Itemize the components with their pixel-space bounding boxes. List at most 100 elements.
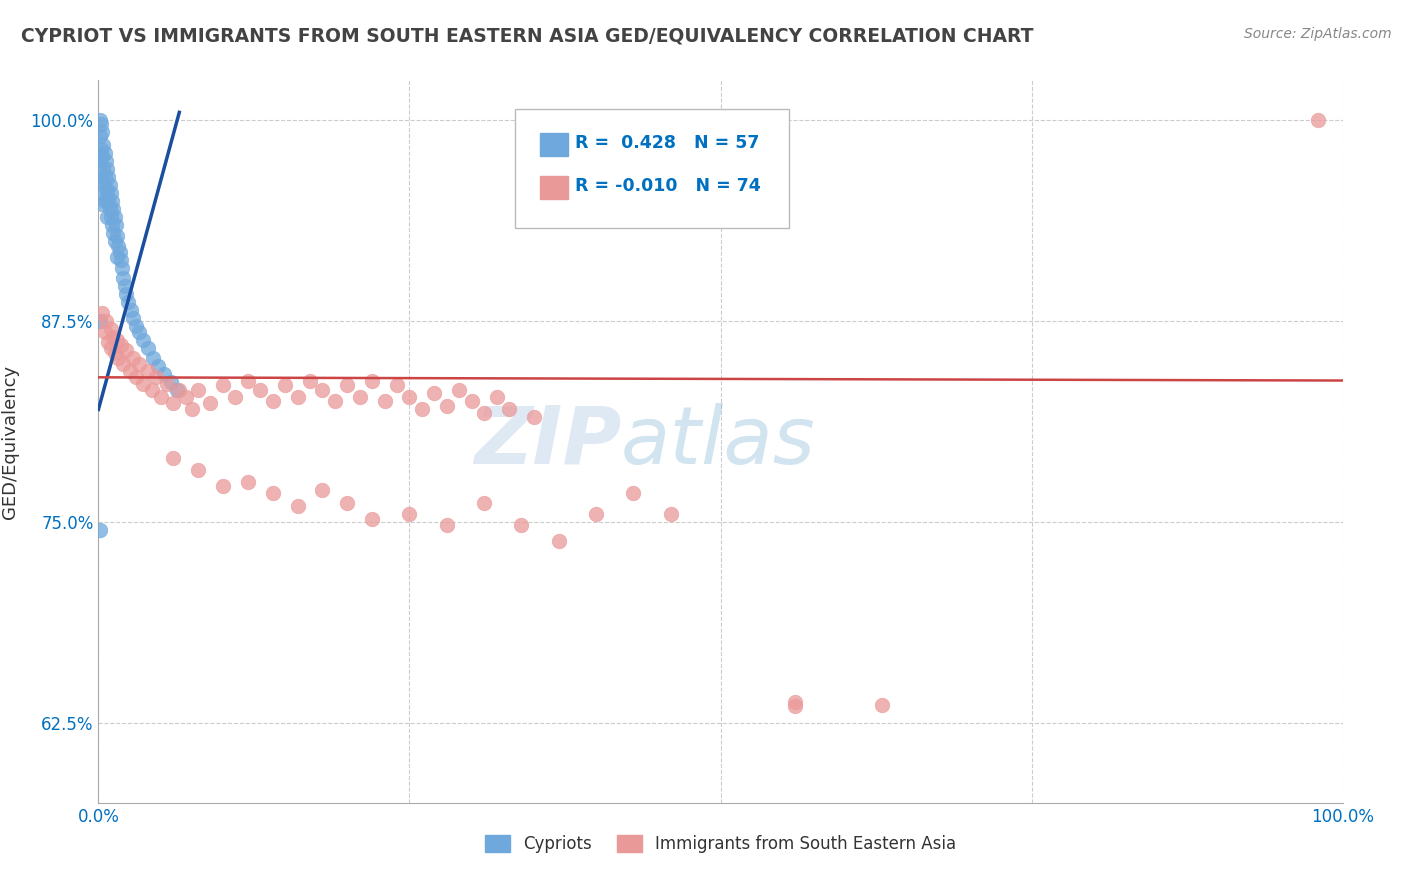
Point: [187, 383, 209, 397]
Point: [89, 113, 111, 128]
Point: [112, 270, 135, 285]
Point: [97, 169, 120, 184]
Point: [93, 326, 115, 340]
Point: [114, 343, 136, 357]
Point: [122, 310, 145, 325]
Point: [94, 314, 117, 328]
Point: [128, 326, 150, 340]
Point: [287, 499, 309, 513]
Point: [436, 399, 458, 413]
Point: [472, 495, 495, 509]
Point: [166, 383, 188, 397]
Point: [125, 318, 148, 333]
Point: [117, 294, 139, 309]
Point: [311, 383, 333, 397]
Point: [510, 518, 533, 533]
Point: [132, 376, 155, 391]
Point: [460, 394, 484, 409]
Point: [100, 342, 122, 356]
Point: [110, 253, 132, 268]
Point: [93, 194, 115, 208]
Point: [111, 261, 134, 276]
Point: [200, 396, 222, 410]
Point: [385, 378, 408, 392]
Point: [91, 149, 114, 163]
Point: [91, 306, 114, 320]
Point: [89, 314, 111, 328]
Point: [101, 218, 124, 232]
Text: ZIP: ZIP: [474, 402, 621, 481]
Point: [94, 181, 117, 195]
Point: [112, 358, 135, 372]
Point: [149, 390, 172, 404]
Point: [785, 699, 807, 714]
Point: [180, 402, 202, 417]
Point: [169, 383, 191, 397]
Point: [249, 383, 271, 397]
Text: CYPRIOT VS IMMIGRANTS FROM SOUTH EASTERN ASIA GED/EQUIVALENCY CORRELATION CHART: CYPRIOT VS IMMIGRANTS FROM SOUTH EASTERN…: [21, 27, 1033, 45]
Point: [91, 197, 114, 211]
Text: atlas: atlas: [621, 402, 815, 481]
Point: [298, 374, 321, 388]
Point: [136, 364, 159, 378]
Point: [146, 359, 169, 373]
Point: [90, 142, 112, 156]
Point: [96, 186, 118, 200]
Point: [93, 161, 115, 176]
Point: [114, 278, 136, 293]
Point: [100, 322, 122, 336]
Point: [90, 117, 112, 131]
Point: [361, 511, 384, 525]
Point: [96, 210, 118, 224]
Point: [97, 334, 120, 349]
Point: [398, 507, 420, 521]
Point: [91, 125, 114, 139]
Point: [122, 351, 145, 365]
Point: [311, 483, 333, 497]
Point: [224, 390, 246, 404]
Point: [323, 394, 346, 409]
Point: [872, 698, 894, 712]
Point: [132, 334, 155, 348]
Point: [100, 210, 122, 224]
Point: [110, 338, 132, 352]
Point: [236, 475, 259, 489]
Point: [93, 186, 115, 200]
Bar: [540, 177, 568, 200]
Point: [97, 194, 120, 208]
Point: [125, 370, 148, 384]
Point: [118, 364, 141, 378]
Point: [89, 153, 111, 168]
Point: [103, 226, 125, 240]
Point: [159, 375, 181, 389]
Point: [361, 374, 384, 388]
Point: [336, 495, 359, 509]
Point: [145, 370, 167, 384]
Point: [211, 378, 233, 392]
Point: [547, 534, 569, 549]
Point: [100, 186, 122, 200]
Point: [142, 351, 165, 365]
Point: [423, 386, 446, 401]
Point: [93, 145, 115, 160]
Point: [374, 394, 396, 409]
Point: [93, 137, 115, 152]
Point: [90, 169, 112, 184]
FancyBboxPatch shape: [515, 109, 789, 228]
Point: [449, 383, 471, 397]
Point: [472, 406, 495, 420]
Point: [336, 378, 359, 392]
Point: [89, 523, 111, 537]
Point: [93, 169, 115, 184]
Point: [89, 129, 111, 144]
Point: [107, 351, 129, 365]
Point: [136, 342, 159, 356]
Point: [104, 210, 127, 224]
Point: [96, 161, 118, 176]
Text: Source: ZipAtlas.com: Source: ZipAtlas.com: [1244, 27, 1392, 41]
Point: [785, 695, 807, 709]
Point: [107, 238, 129, 252]
Point: [349, 390, 371, 404]
Point: [236, 374, 259, 388]
Point: [485, 390, 508, 404]
